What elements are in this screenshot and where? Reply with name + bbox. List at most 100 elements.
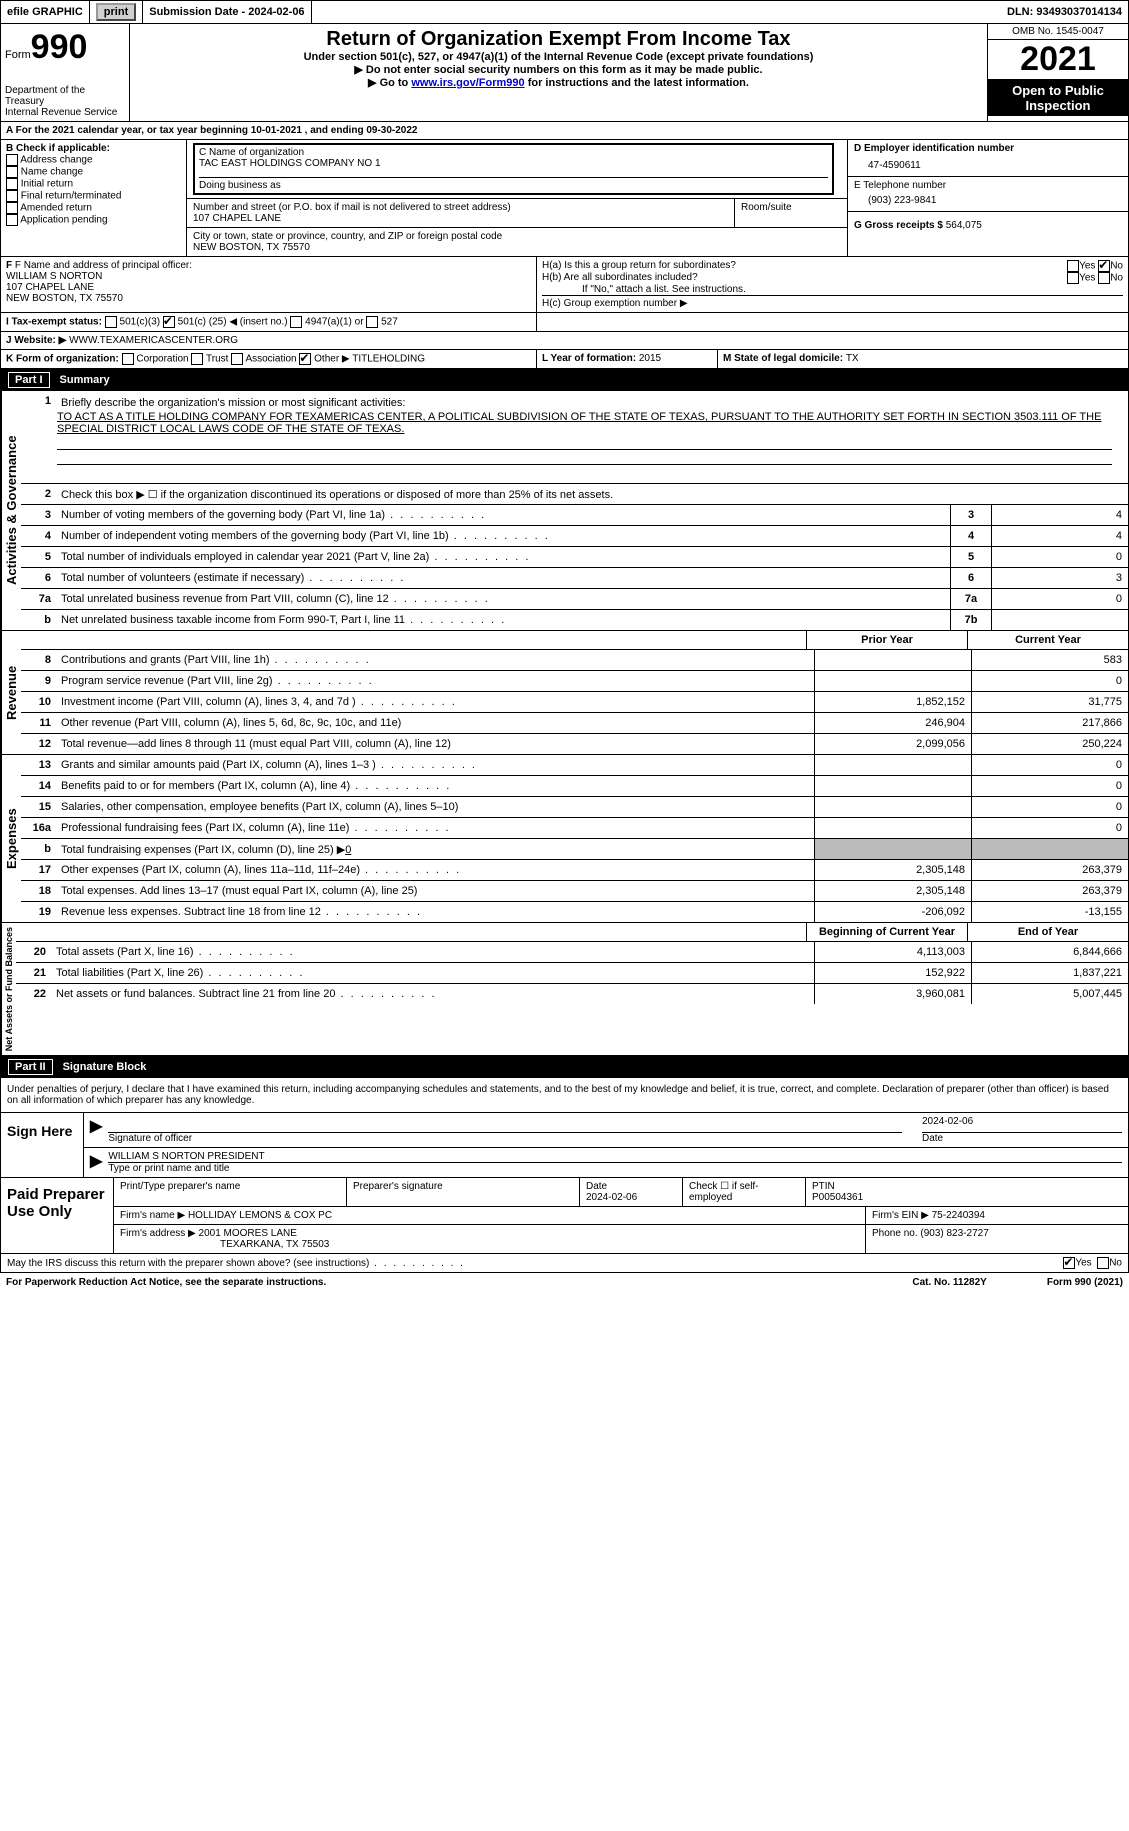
p15 bbox=[814, 797, 971, 817]
discuss-preparer: May the IRS discuss this return with the… bbox=[7, 1258, 1063, 1269]
current-year-hdr: Current Year bbox=[967, 631, 1128, 649]
officer-name-title: WILLIAM S NORTON PRESIDENT bbox=[108, 1151, 1122, 1163]
l16b: Total fundraising expenses (Part IX, col… bbox=[57, 841, 814, 858]
cb-other[interactable] bbox=[299, 353, 311, 365]
l4: Number of independent voting members of … bbox=[57, 528, 950, 544]
l18: Total expenses. Add lines 13–17 (must eq… bbox=[57, 883, 814, 899]
street-value: 107 CHAPEL LANE bbox=[193, 213, 728, 224]
cb-501c3[interactable] bbox=[105, 316, 117, 328]
c10: 31,775 bbox=[971, 692, 1128, 712]
website-row: J Website: ▶ WWW.TEXAMERICASCENTER.ORG bbox=[1, 332, 243, 349]
hb-no[interactable] bbox=[1098, 272, 1110, 284]
ptin: PTINP00504361 bbox=[806, 1178, 1128, 1206]
tax-exempt-row: I Tax-exempt status: 501(c)(3) 501(c) (2… bbox=[1, 313, 537, 331]
arrow-icon: ▶ bbox=[90, 1116, 102, 1144]
ha-yes[interactable] bbox=[1067, 260, 1079, 272]
c15: 0 bbox=[971, 797, 1128, 817]
p12: 2,099,056 bbox=[814, 734, 971, 754]
c20: 6,844,666 bbox=[971, 942, 1128, 962]
p21: 152,922 bbox=[814, 963, 971, 983]
sig-officer-label: Signature of officer bbox=[108, 1133, 902, 1144]
open-inspection: Open to Public Inspection bbox=[988, 80, 1128, 116]
ein-label: D Employer identification number bbox=[854, 143, 1122, 154]
form-word: Form bbox=[5, 49, 31, 61]
state-domicile: M State of legal domicile: TX bbox=[718, 350, 1128, 368]
pra-notice: For Paperwork Reduction Act Notice, see … bbox=[6, 1277, 326, 1288]
c17: 263,379 bbox=[971, 860, 1128, 880]
p19: -206,092 bbox=[814, 902, 971, 922]
ein-value: 47-4590611 bbox=[854, 154, 1122, 173]
gross-label: G Gross receipts $ bbox=[854, 220, 946, 231]
form-org-row: K Form of organization: Corporation Trus… bbox=[1, 350, 537, 368]
cb-assoc[interactable] bbox=[231, 353, 243, 365]
cb-4947[interactable] bbox=[290, 316, 302, 328]
cb-501c[interactable] bbox=[163, 316, 175, 328]
cb-corp[interactable] bbox=[122, 353, 134, 365]
cb-app-pending[interactable]: Application pending bbox=[6, 214, 181, 226]
hb-yes[interactable] bbox=[1067, 272, 1079, 284]
print-button[interactable]: print bbox=[90, 1, 143, 23]
l8: Contributions and grants (Part VIII, lin… bbox=[57, 652, 814, 668]
gross-value: 564,075 bbox=[946, 220, 982, 231]
mission-text: TO ACT AS A TITLE HOLDING COMPANY FOR TE… bbox=[21, 411, 1120, 435]
room-suite: Room/suite bbox=[735, 199, 847, 227]
discuss-yes[interactable] bbox=[1063, 1257, 1075, 1269]
p14 bbox=[814, 776, 971, 796]
dept-treasury: Department of the Treasury bbox=[5, 85, 125, 107]
efile-label: efile GRAPHIC bbox=[1, 1, 90, 23]
l5: Total number of individuals employed in … bbox=[57, 549, 950, 565]
cb-trust[interactable] bbox=[191, 353, 203, 365]
phone-label: E Telephone number bbox=[854, 180, 1122, 191]
side-revenue: Revenue bbox=[1, 631, 21, 754]
p9 bbox=[814, 671, 971, 691]
p16a bbox=[814, 818, 971, 838]
org-name: TAC EAST HOLDINGS COMPANY NO 1 bbox=[199, 158, 828, 169]
cb-initial-return[interactable]: Initial return bbox=[6, 178, 181, 190]
cb-name-change[interactable]: Name change bbox=[6, 166, 181, 178]
p17: 2,305,148 bbox=[814, 860, 971, 880]
officer-name: WILLIAM S NORTON bbox=[6, 271, 531, 282]
ha-no[interactable] bbox=[1098, 260, 1110, 272]
submission-date: Submission Date - 2024-02-06 bbox=[143, 1, 311, 23]
firm-ein: Firm's EIN ▶ 75-2240394 bbox=[866, 1207, 1128, 1224]
subtitle-2: ▶ Do not enter social security numbers o… bbox=[134, 63, 983, 76]
discuss-no[interactable] bbox=[1097, 1257, 1109, 1269]
year-formation: L Year of formation: 2015 bbox=[537, 350, 718, 368]
omb-number: OMB No. 1545-0047 bbox=[988, 24, 1128, 40]
cb-527[interactable] bbox=[366, 316, 378, 328]
pp-self-employed[interactable]: Check ☐ if self-employed bbox=[683, 1178, 806, 1206]
v7a: 0 bbox=[991, 589, 1128, 609]
l22: Net assets or fund balances. Subtract li… bbox=[52, 986, 814, 1002]
hc-label: H(c) Group exemption number ▶ bbox=[542, 295, 1123, 309]
c21: 1,837,221 bbox=[971, 963, 1128, 983]
phone-value: (903) 223-9841 bbox=[854, 191, 1122, 208]
c18: 263,379 bbox=[971, 881, 1128, 901]
hb-note: If "No," attach a list. See instructions… bbox=[542, 284, 1123, 295]
p13 bbox=[814, 755, 971, 775]
l12: Total revenue—add lines 8 through 11 (mu… bbox=[57, 736, 814, 752]
p22: 3,960,081 bbox=[814, 984, 971, 1004]
c13: 0 bbox=[971, 755, 1128, 775]
c9: 0 bbox=[971, 671, 1128, 691]
cb-amended[interactable]: Amended return bbox=[6, 202, 181, 214]
paid-preparer-label: Paid Preparer Use Only bbox=[1, 1178, 114, 1253]
side-activities: Activities & Governance bbox=[1, 391, 21, 630]
hb-label: H(b) Are all subordinates included? bbox=[542, 272, 782, 284]
pp-name-label: Print/Type preparer's name bbox=[114, 1178, 347, 1206]
form-title: Return of Organization Exempt From Incom… bbox=[134, 28, 983, 51]
l17: Other expenses (Part IX, column (A), lin… bbox=[57, 862, 814, 878]
cb-address-change[interactable]: Address change bbox=[6, 154, 181, 166]
c8: 583 bbox=[971, 650, 1128, 670]
cb-final-return[interactable]: Final return/terminated bbox=[6, 190, 181, 202]
c14: 0 bbox=[971, 776, 1128, 796]
v3: 4 bbox=[991, 505, 1128, 525]
v4: 4 bbox=[991, 526, 1128, 546]
l14: Benefits paid to or for members (Part IX… bbox=[57, 778, 814, 794]
l2: Check this box ▶ ☐ if the organization d… bbox=[57, 486, 1128, 503]
p10: 1,852,152 bbox=[814, 692, 971, 712]
row-a: A For the 2021 calendar year, or tax yea… bbox=[1, 122, 423, 139]
l3: Number of voting members of the governin… bbox=[57, 507, 950, 523]
type-print-label: Type or print name and title bbox=[108, 1163, 1122, 1174]
l20: Total assets (Part X, line 16) bbox=[52, 944, 814, 960]
irs-link[interactable]: www.irs.gov/Form990 bbox=[411, 77, 524, 89]
